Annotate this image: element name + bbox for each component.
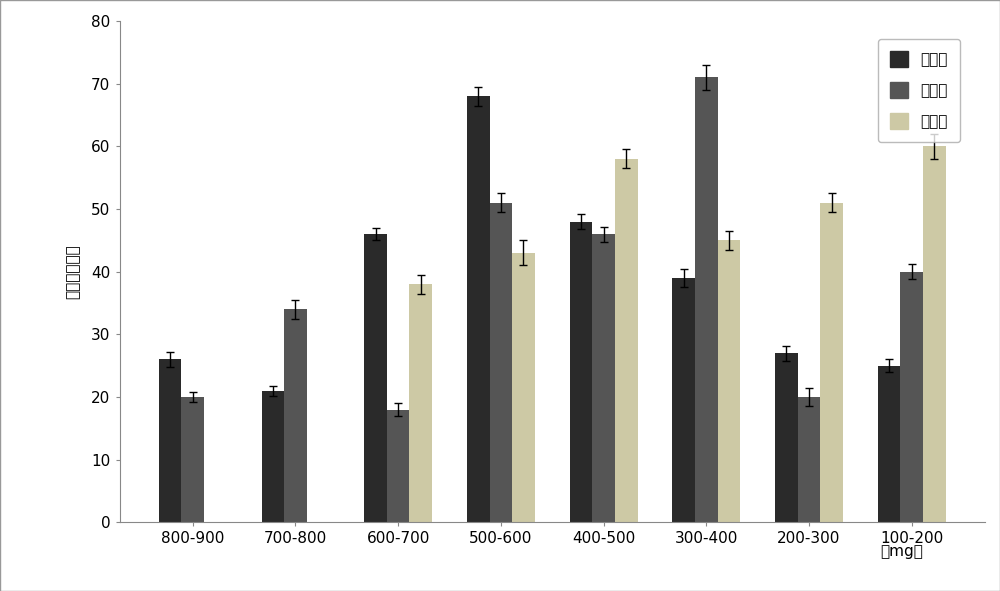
Bar	[900, 272, 923, 522]
Bar	[878, 366, 900, 522]
Bar	[262, 391, 284, 522]
Y-axis label: 单位：（个）: 单位：（个）	[65, 244, 80, 299]
Bar	[409, 284, 432, 522]
Bar	[718, 241, 740, 522]
Bar	[181, 397, 204, 522]
Bar	[592, 234, 615, 522]
Text: （mg）: （mg）	[880, 544, 923, 558]
Bar	[923, 147, 946, 522]
Bar	[490, 203, 512, 522]
Bar	[775, 353, 798, 522]
Bar	[467, 96, 490, 522]
Bar	[615, 159, 638, 522]
Bar	[820, 203, 843, 522]
Bar	[798, 397, 820, 522]
Bar	[512, 253, 535, 522]
Bar	[159, 359, 181, 522]
Bar	[387, 410, 409, 522]
Bar	[672, 278, 695, 522]
Legend: 外鹞茎, 中鹞茎, 内鹞茎: 外鹞茎, 中鹞茎, 内鹞茎	[878, 38, 960, 142]
Bar	[570, 222, 592, 522]
Bar	[695, 77, 718, 522]
Bar	[364, 234, 387, 522]
Bar	[284, 309, 307, 522]
